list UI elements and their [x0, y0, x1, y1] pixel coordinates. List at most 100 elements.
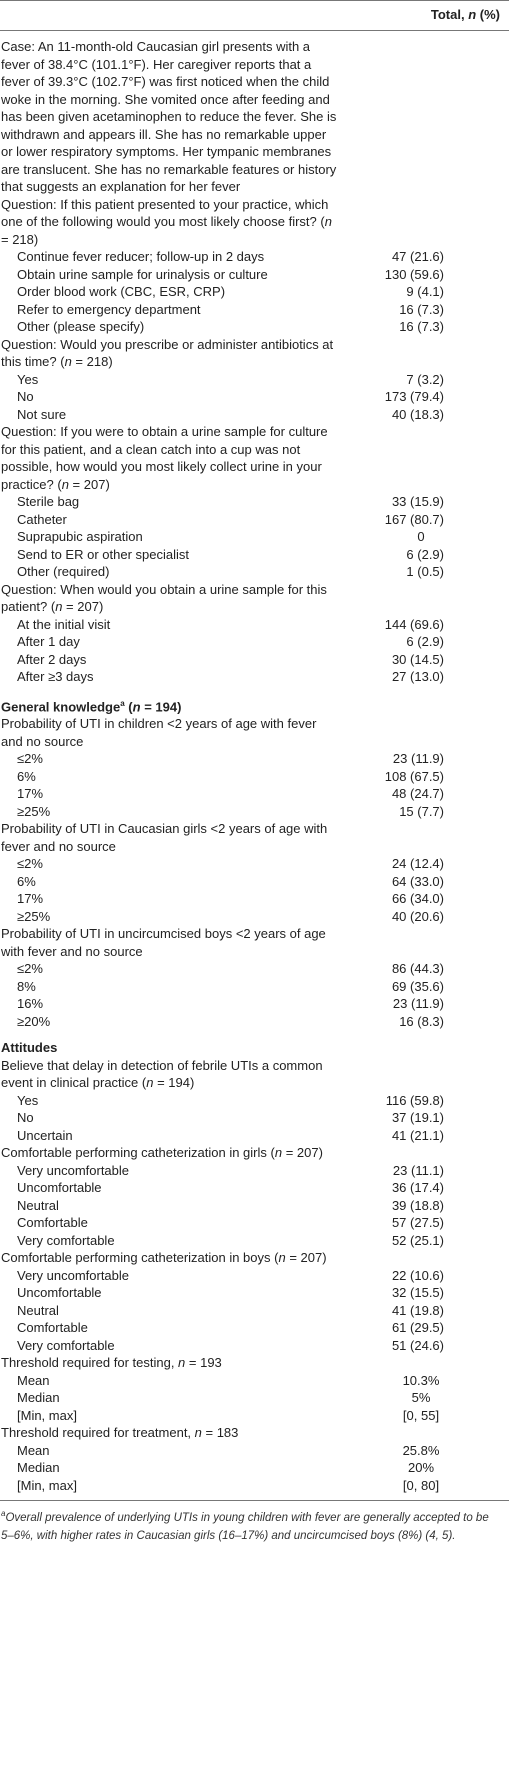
row-value: 23 (11.9)	[392, 751, 444, 767]
row-value-cell: 27 (13.0)	[341, 668, 501, 686]
row-value: 47 (21.6)	[391, 249, 444, 264]
section-title: General knowledge	[1, 698, 121, 714]
row-label: Mean	[17, 1442, 50, 1458]
row-value-cell: 7 (3.2)	[341, 371, 501, 389]
row-label: Median	[17, 1390, 60, 1406]
table-row: Other (please specify) 16 (7.3)	[0, 318, 509, 336]
table-row: Comfortable performing catheterization i…	[0, 1144, 509, 1162]
table-row: Question: If this patient presented to y…	[0, 196, 509, 249]
row-value: 116 (59.8)	[385, 1092, 444, 1108]
row-value: 52 (25.1)	[391, 1232, 444, 1248]
row-label: Threshold required for testing, n = 193	[1, 1355, 222, 1371]
row-value: 40 (18.3)	[391, 406, 444, 422]
row-value: 9 (4.1)	[406, 284, 444, 299]
table-row: Median 5%	[0, 1389, 509, 1407]
table-row: After 1 day 6 (2.9)	[0, 633, 509, 651]
row-label: Very uncomfortable	[17, 1162, 130, 1178]
row-value-cell: 41 (19.8)	[341, 1302, 501, 1320]
row-value: 27 (13.0)	[391, 669, 444, 684]
row-value: 64 (33.0)	[391, 873, 444, 889]
row-value: 16 (8.3)	[399, 1013, 444, 1029]
row-value: [0, 55]	[402, 1407, 440, 1423]
row-value-cell: 173 (79.4)	[341, 388, 501, 406]
row-label: Question: If this patient presented to y…	[1, 196, 332, 247]
row-label: Very comfortable	[17, 1232, 115, 1248]
table-row: 16% 23 (11.9)	[0, 995, 509, 1013]
table-row: Very uncomfortable 23 (11.1)	[0, 1162, 509, 1180]
row-label: Comfortable performing catheterization i…	[1, 1145, 323, 1161]
row-value-cell	[341, 196, 501, 249]
table-row: Threshold required for testing, n = 193	[0, 1354, 509, 1372]
row-label: 17%	[17, 891, 44, 907]
row-value-cell: 24 (12.4)	[341, 855, 501, 873]
row-value-cell: 69 (35.6)	[341, 978, 501, 996]
table-row: Uncomfortable 32 (15.5)	[0, 1284, 509, 1302]
table-body: Case: An 11-month-old Caucasian girl pre…	[0, 31, 509, 1502]
row-value-cell	[341, 1424, 501, 1442]
row-label: Very comfortable	[17, 1337, 115, 1353]
table-row: Yes 116 (59.8)	[0, 1092, 509, 1110]
row-value-cell: 30 (14.5)	[341, 651, 501, 669]
row-value-cell: 33 (15.9)	[341, 493, 501, 511]
table-row: Believe that delay in detection of febri…	[0, 1057, 509, 1092]
row-value-cell	[341, 1057, 501, 1092]
row-label: Median	[17, 1460, 60, 1476]
table-header: Total, n (%)	[0, 0, 509, 31]
table-row: Suprapubic aspiration 0	[0, 528, 509, 546]
row-value: 36 (17.4)	[391, 1180, 444, 1196]
table-row: Very uncomfortable 22 (10.6)	[0, 1267, 509, 1285]
row-label: After 1 day	[17, 634, 80, 649]
row-label: Send to ER or other specialist	[17, 546, 189, 562]
table-row: Probability of UTI in Caucasian girls <2…	[0, 820, 509, 855]
row-value: 15 (7.7)	[399, 803, 444, 819]
table-row: Very comfortable 52 (25.1)	[0, 1232, 509, 1250]
footnote-text: Overall prevalence of underlying UTIs in…	[1, 1512, 489, 1542]
row-value: 10.3%	[402, 1372, 440, 1388]
section-mark: a	[120, 698, 125, 708]
row-label: ≥25%	[17, 803, 51, 819]
row-label: Question: When would you obtain a urine …	[1, 581, 327, 615]
row-label: Very uncomfortable	[17, 1267, 130, 1283]
row-value-cell	[341, 1249, 501, 1267]
table-row: ≤2% 23 (11.9)	[0, 750, 509, 768]
row-label: Obtain urine sample for urinalysis or cu…	[17, 266, 268, 282]
table-row: ≤2% 24 (12.4)	[0, 855, 509, 873]
row-value-cell: 36 (17.4)	[341, 1179, 501, 1197]
row-label: Other (required)	[17, 564, 110, 579]
table-row: Continue fever reducer; follow-up in 2 d…	[0, 248, 509, 266]
row-value-cell: 51 (24.6)	[341, 1337, 501, 1355]
row-value-cell: 47 (21.6)	[341, 248, 501, 266]
row-label: Probability of UTI in Caucasian girls <2…	[1, 821, 328, 854]
row-value-cell	[341, 336, 501, 371]
row-label: Continue fever reducer; follow-up in 2 d…	[17, 249, 265, 264]
table-row: Very comfortable 51 (24.6)	[0, 1337, 509, 1355]
row-value-cell: 22 (10.6)	[341, 1267, 501, 1285]
row-label: ≥20%	[17, 1013, 51, 1029]
row-label: Suprapubic aspiration	[17, 529, 143, 544]
row-value-cell: 37 (19.1)	[341, 1109, 501, 1127]
row-value-cell: 61 (29.5)	[341, 1319, 501, 1337]
section-header: Attitudes	[0, 1039, 509, 1057]
row-value-cell: 39 (18.8)	[341, 1197, 501, 1215]
row-value-cell	[341, 1144, 501, 1162]
table-row: Uncomfortable 36 (17.4)	[0, 1179, 509, 1197]
table-row: ≥25% 40 (20.6)	[0, 908, 509, 926]
row-label: ≤2%	[17, 856, 43, 872]
row-value: 0	[417, 529, 425, 544]
row-value-cell: 23 (11.1)	[341, 1162, 501, 1180]
row-label: Comfortable	[17, 1215, 88, 1231]
table-row: ≤2% 86 (44.3)	[0, 960, 509, 978]
table-row: Uncertain 41 (21.1)	[0, 1127, 509, 1145]
table-row: Other (required) 1 (0.5)	[0, 563, 509, 581]
table-row: Mean 25.8%	[0, 1442, 509, 1460]
row-label: Comfortable performing catheterization i…	[1, 1250, 327, 1266]
row-label: Case: An 11-month-old Caucasian girl pre…	[1, 39, 337, 194]
row-label: [Min, max]	[17, 1477, 77, 1493]
row-value-cell: 23 (11.9)	[341, 750, 501, 768]
row-label: Neutral	[17, 1197, 59, 1213]
row-value-cell	[341, 38, 501, 196]
table-row: 17% 66 (34.0)	[0, 890, 509, 908]
row-label: Other (please specify)	[17, 319, 145, 334]
row-value-cell: 66 (34.0)	[341, 890, 501, 908]
